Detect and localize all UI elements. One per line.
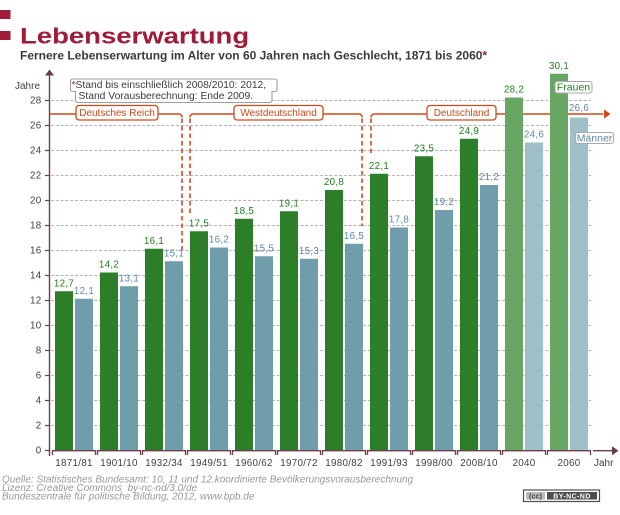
svg-text:20,8: 20,8	[324, 177, 345, 188]
svg-text:Quelle: Statistisches Bundesam: Quelle: Statistisches Bundesamt: 10, 11 …	[2, 475, 414, 486]
svg-text:19,1: 19,1	[279, 198, 299, 209]
svg-text:26,6: 26,6	[569, 103, 590, 114]
svg-text:8: 8	[36, 346, 42, 357]
svg-text:Westdeutschland: Westdeutschland	[240, 108, 317, 119]
svg-text:2008/10: 2008/10	[460, 458, 498, 469]
svg-text:18: 18	[30, 221, 42, 232]
svg-text:1970/72: 1970/72	[280, 458, 318, 469]
svg-text:Bundeszentrale für politische: Bundeszentrale für politische Bildung, 2…	[2, 492, 255, 503]
svg-text:1998/00: 1998/00	[415, 458, 453, 469]
svg-text:14: 14	[30, 271, 42, 282]
svg-text:19,2: 19,2	[434, 197, 454, 208]
svg-text:1871/81: 1871/81	[55, 458, 93, 469]
svg-text:12,7: 12,7	[54, 278, 74, 289]
svg-text:16,1: 16,1	[144, 236, 164, 247]
svg-text:1901/10: 1901/10	[100, 458, 138, 469]
svg-text:30,1: 30,1	[549, 61, 569, 72]
svg-text:1949/51: 1949/51	[190, 458, 228, 469]
svg-text:23,5: 23,5	[414, 143, 435, 154]
svg-text:13,1: 13,1	[119, 273, 139, 284]
svg-text:18,5: 18,5	[234, 206, 255, 217]
svg-text:22: 22	[30, 171, 42, 182]
svg-text:1932/34: 1932/34	[145, 458, 183, 469]
svg-text:26: 26	[30, 121, 42, 132]
svg-text:15,5: 15,5	[254, 243, 275, 254]
svg-text:28: 28	[30, 96, 42, 107]
svg-text:6: 6	[36, 371, 42, 382]
svg-text:10: 10	[30, 321, 42, 332]
svg-text:17,5: 17,5	[189, 218, 210, 229]
svg-text:24,9: 24,9	[459, 126, 479, 137]
svg-text:22,1: 22,1	[369, 161, 389, 172]
svg-text:Lizenz: Creative Commons by-n: Lizenz: Creative Commons by-nc-nd/3.0/de	[2, 483, 198, 494]
svg-text:15,1: 15,1	[164, 248, 184, 259]
svg-text:20: 20	[30, 196, 42, 207]
svg-text:21,2: 21,2	[479, 172, 499, 183]
svg-text:Stand Vorausberechnung: Ende 2: Stand Vorausberechnung: Ende 2009.	[79, 91, 254, 102]
svg-text:Männer: Männer	[577, 133, 613, 145]
svg-text:1991/93: 1991/93	[370, 458, 408, 469]
svg-text:BY-NC-ND: BY-NC-ND	[553, 493, 590, 500]
svg-text:24,6: 24,6	[524, 130, 545, 141]
svg-text:*Stand bis einschließlich 2008: *Stand bis einschließlich 2008/2010: 201…	[72, 80, 267, 91]
svg-text:(cc): (cc)	[529, 491, 543, 500]
svg-text:16,5: 16,5	[344, 231, 365, 242]
svg-text:24: 24	[30, 146, 42, 157]
svg-text:15,3: 15,3	[299, 246, 320, 257]
svg-text:Lebenserwartung: Lebenserwartung	[20, 24, 249, 49]
svg-text:Jahre: Jahre	[15, 81, 40, 92]
svg-text:28,2: 28,2	[504, 85, 524, 96]
svg-text:12: 12	[30, 296, 42, 307]
svg-text:Fernere Lebenserwartung im Alt: Fernere Lebenserwartung im Alter von 60 …	[20, 49, 487, 63]
svg-text:17,8: 17,8	[389, 215, 410, 226]
svg-text:4: 4	[36, 396, 42, 407]
svg-text:2060: 2060	[558, 458, 581, 469]
svg-text:Jahr: Jahr	[594, 458, 614, 469]
svg-text:16,2: 16,2	[209, 235, 229, 246]
svg-text:0: 0	[36, 446, 42, 457]
svg-text:2040: 2040	[513, 458, 536, 469]
svg-text:1960/62: 1960/62	[235, 458, 273, 469]
svg-text:Deutsches Reich: Deutsches Reich	[79, 108, 155, 119]
svg-text:Deutschland: Deutschland	[434, 108, 490, 119]
svg-text:16: 16	[30, 246, 42, 257]
svg-text:2: 2	[36, 421, 42, 432]
svg-text:14,2: 14,2	[99, 260, 119, 271]
svg-text:12,1: 12,1	[74, 286, 94, 297]
svg-text:1980/82: 1980/82	[325, 458, 363, 469]
svg-text:Frauen: Frauen	[557, 82, 590, 94]
